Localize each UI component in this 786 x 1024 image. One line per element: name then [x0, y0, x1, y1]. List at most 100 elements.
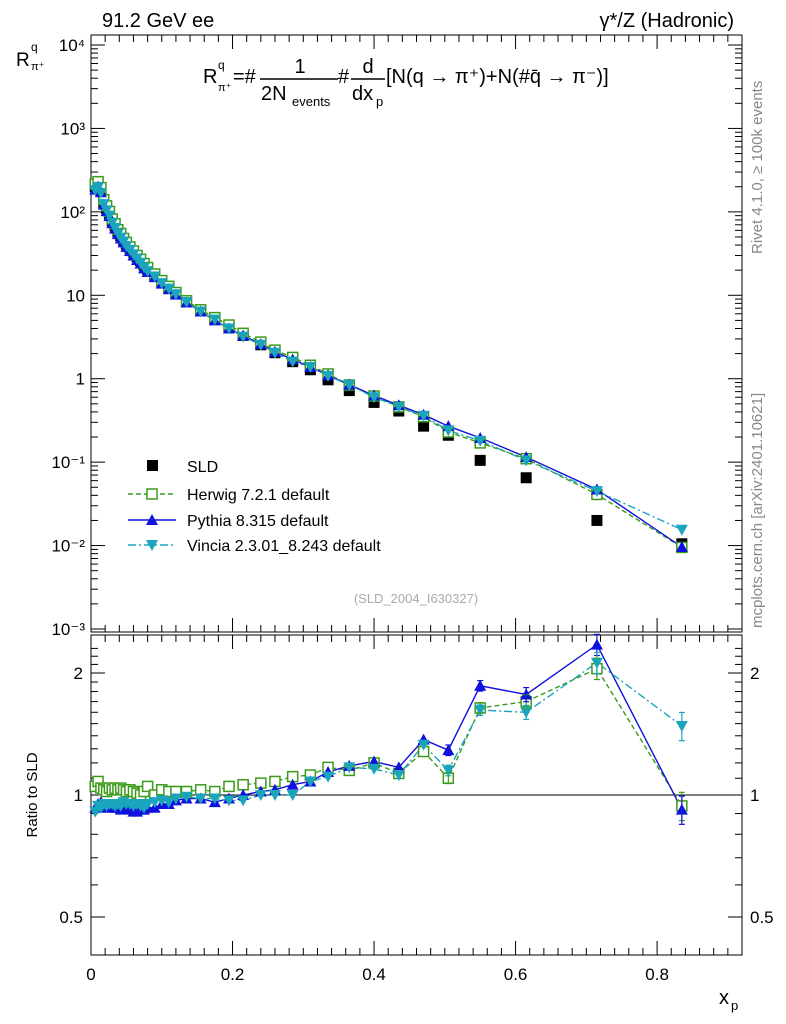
- legend-label-herwig: Herwig 7.2.1 default: [187, 487, 330, 504]
- main-point-vincia: [97, 199, 110, 211]
- ratio-point-pythia: [286, 778, 299, 790]
- formula-lhs: R: [203, 66, 217, 88]
- ratio-point-herwig: [141, 780, 154, 793]
- y-label-sub: π⁺: [31, 61, 45, 73]
- main-y-tick-label: 10⁻²: [51, 537, 85, 556]
- main-point-vincia: [392, 401, 405, 413]
- formula-frac1-den-sub: events: [292, 94, 331, 109]
- main-y-tick-label: 10⁻³: [51, 620, 85, 639]
- ratio-point-vincia: [322, 771, 335, 783]
- main-point-vincia: [155, 278, 168, 290]
- ratio-point-vincia: [141, 799, 154, 811]
- main-point-vincia: [590, 486, 603, 498]
- ratio-point-vincia: [169, 793, 182, 805]
- main-y-tick-label: 10⁴: [59, 36, 85, 55]
- ratio-y-tick-label-right: 0.5: [750, 908, 774, 927]
- x-axis-label: x p: [719, 987, 738, 1013]
- main-point-vincia: [94, 188, 107, 200]
- ratio-point-vincia: [222, 795, 235, 807]
- x-tick-label: 0.4: [362, 965, 386, 984]
- x-tick-label: 0: [86, 965, 95, 984]
- ratio-point-vincia: [162, 797, 175, 809]
- main-point-vincia: [417, 410, 430, 422]
- ratio-point-herwig: [237, 778, 249, 791]
- main-point-vincia: [268, 347, 281, 359]
- main-y-tick-label: 1: [76, 370, 85, 389]
- formula-frac2-den-sub: p: [376, 94, 383, 109]
- ratio-point-vincia: [343, 762, 356, 774]
- main-point-vincia: [141, 266, 154, 278]
- ratio-point-vincia: [254, 790, 267, 801]
- main-point-sld: [474, 454, 486, 466]
- formula-frac1-den: 2N: [261, 83, 287, 105]
- ratio-y-axis-label: Ratio to SLD: [24, 752, 41, 837]
- legend-marker-vincia: [146, 540, 158, 551]
- main-point-vincia: [162, 283, 175, 295]
- formula-lhs-sup: q: [218, 58, 225, 72]
- ratio-y-tick-label: 2: [74, 664, 83, 683]
- ratio-point-vincia: [237, 795, 250, 807]
- ratio-line-herwig: [94, 667, 683, 807]
- formula-frac2-den: dx: [352, 83, 373, 105]
- ratio-y-tick-label: 0.5: [59, 908, 83, 927]
- ratio-point-herwig: [223, 780, 235, 793]
- main-point-vincia: [222, 323, 235, 335]
- main-y-tick-label: 10: [66, 286, 85, 305]
- ratio-point-vincia: [286, 790, 299, 801]
- formula-hash: #: [338, 66, 350, 88]
- main-point-vincia: [237, 331, 250, 343]
- main-point-pythia: [675, 541, 688, 553]
- main-point-vincia: [180, 297, 193, 309]
- main-y-tick-label: 10⁻¹: [51, 453, 85, 472]
- formula-rest: [N(q → π⁺)+N(#q̄ → π⁻)]: [386, 66, 609, 88]
- main-point-vincia: [675, 524, 688, 536]
- main-point-vincia: [322, 370, 335, 382]
- main-point-vincia: [442, 425, 455, 437]
- ratio-y-tick-label-right: 1: [750, 786, 759, 805]
- ratio-point-vincia: [180, 791, 193, 803]
- main-point-vincia: [520, 455, 533, 467]
- main-point-sld: [418, 420, 430, 432]
- x-tick-label: 0.6: [504, 965, 528, 984]
- ratio-point-vincia: [417, 739, 430, 751]
- main-point-vincia: [92, 182, 105, 194]
- main-point-vincia: [103, 210, 116, 222]
- analysis-watermark: (SLD_2004_I630327): [354, 591, 478, 606]
- formula-frac2-num: d: [362, 56, 373, 78]
- series-layer: [89, 175, 688, 825]
- ratio-point-vincia: [392, 770, 405, 782]
- x-label-x: x: [719, 987, 729, 1009]
- legend: SLD Herwig 7.2.1 default Pythia 8.315 de…: [128, 459, 381, 555]
- main-y-axis-label: R q π⁺: [16, 40, 45, 73]
- main-point-vincia: [474, 435, 487, 447]
- ratio-y-tick-label: 1: [74, 786, 83, 805]
- ratio-point-vincia: [208, 793, 221, 805]
- formula-annotation: R q π⁺ =# 1 2N events # d dx p [N(q → π⁺…: [203, 56, 609, 109]
- ratio-point-vincia: [304, 776, 317, 788]
- ratio-point-vincia: [268, 790, 281, 801]
- x-label-sub: p: [731, 998, 738, 1013]
- header-right: γ*/Z (Hadronic): [600, 10, 734, 32]
- main-point-vincia: [148, 271, 161, 283]
- ratio-point-pythia: [368, 755, 381, 767]
- main-point-vincia: [368, 392, 381, 404]
- legend-marker-pythia: [146, 514, 158, 525]
- main-point-vincia: [286, 356, 299, 368]
- main-point-vincia: [169, 289, 182, 301]
- side-text-upper: Rivet 4.1.0, ≥ 100k events: [749, 81, 766, 254]
- legend-label-vincia: Vincia 2.3.01_8.243 default: [187, 538, 381, 555]
- ratio-point-pythia: [392, 761, 405, 773]
- side-text-lower: mcplots.cern.ch [arXiv:2401.10621]: [749, 393, 766, 628]
- header-left: 91.2 GeV ee: [102, 10, 214, 32]
- main-point-vincia: [304, 362, 317, 374]
- main-point-vincia: [194, 306, 207, 318]
- x-tick-label: 0.8: [645, 965, 669, 984]
- x-tick-label: 0.2: [221, 965, 245, 984]
- main-point-sld: [520, 472, 532, 484]
- ratio-y-tick-label-right: 2: [750, 664, 759, 683]
- ratio-point-vincia: [194, 793, 207, 805]
- formula-eq: =#: [233, 66, 257, 88]
- formula-frac1-num: 1: [294, 56, 305, 78]
- main-point-vincia: [343, 380, 356, 392]
